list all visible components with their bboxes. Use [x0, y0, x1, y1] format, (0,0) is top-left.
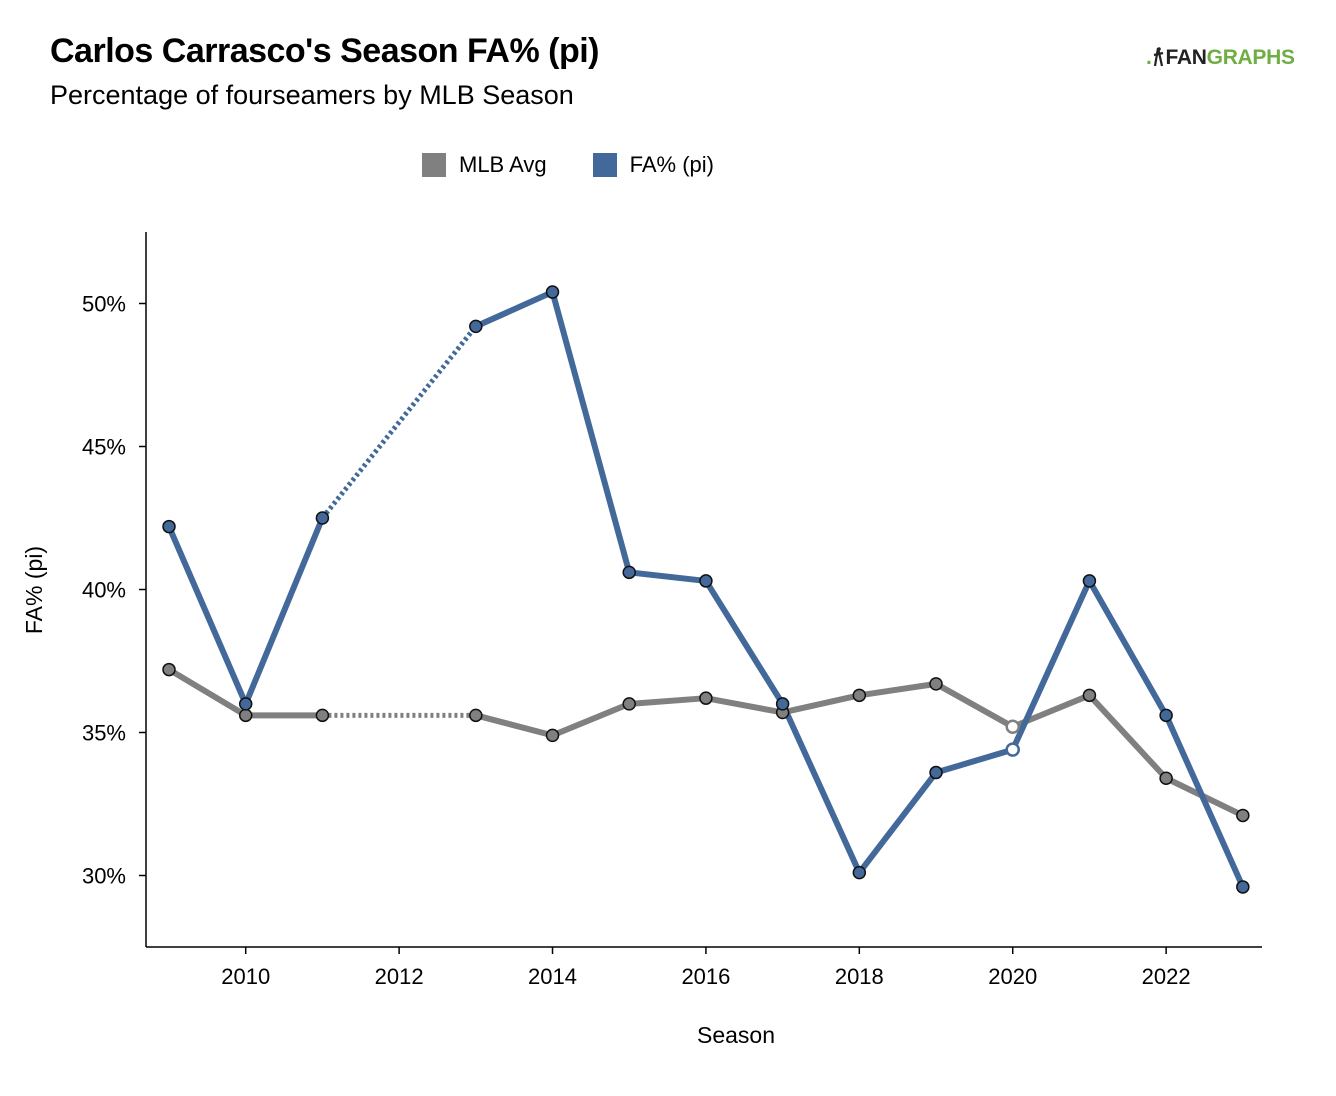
line-segment-fa-pi [779, 700, 863, 876]
line-segment-fa-pi [472, 289, 556, 330]
legend-label-fa-pi: FA% (pi) [629, 152, 715, 177]
x-tick-label: 2010 [221, 964, 270, 989]
x-tick-label: 2014 [528, 964, 577, 989]
logo-text-fan: FAN [1165, 46, 1207, 69]
data-point-fa-pi [545, 285, 560, 299]
data-point-mlb-avg [1236, 808, 1250, 823]
data-point-mlb-avg [315, 708, 330, 723]
logo-text-graphs: GRAPHS [1206, 46, 1295, 69]
data-point-mlb-avg [545, 728, 560, 743]
series-lines [166, 289, 1246, 890]
y-tick-label: 45% [82, 435, 126, 460]
x-tick-label: 2022 [1142, 964, 1191, 989]
series-points [162, 285, 1250, 894]
data-point-mlb-avg [852, 688, 867, 703]
line-segment-fa-pi [626, 569, 709, 584]
y-tick-label: 50% [82, 292, 126, 317]
line-segment-fa-pi [320, 324, 478, 520]
line-segment-fa-pi [549, 289, 633, 576]
legend-swatch-fa-pi [592, 153, 617, 177]
line-segment-mlb-avg [702, 695, 786, 716]
line-segment-mlb-avg [472, 712, 556, 739]
data-point-fa-pi [162, 519, 176, 534]
data-point-mlb-avg [622, 697, 636, 711]
data-point-mlb-avg [469, 708, 483, 723]
line-segment-fa-pi [933, 746, 1016, 776]
axes: 2010 2012 2014 2016 2018 2020 2022 30% 35% 40% 45%… [82, 232, 1262, 989]
x-tick-label: 2020 [988, 964, 1037, 989]
data-point-mlb-avg [1082, 688, 1097, 703]
data-point-fa-pi [775, 697, 790, 711]
data-point-fa-pi [1159, 708, 1173, 723]
line-segment-mlb-avg [856, 680, 940, 699]
data-point-fa-pi [622, 565, 636, 580]
line-segment-mlb-avg [549, 700, 633, 739]
line-segment-fa-pi [856, 769, 940, 876]
legend-item-fa-pi[interactable]: FA% (pi) [592, 152, 715, 178]
data-point-mlb-avg [929, 677, 943, 691]
x-tick-label: 2018 [835, 964, 884, 989]
line-segment-mlb-avg [779, 692, 863, 716]
line-segment-fa-pi [166, 523, 249, 707]
data-point-mlb-avg [238, 708, 253, 723]
line-segment-fa-pi [1009, 577, 1093, 753]
line-segment-fa-pi [242, 515, 326, 707]
line-segment-mlb-avg [1086, 692, 1170, 782]
y-tick-label: 35% [82, 721, 126, 746]
line-segment-fa-pi [702, 577, 786, 707]
chart-legend: MLB Avg FA% (pi) [422, 152, 760, 178]
x-axis-label: Season [697, 1022, 775, 1048]
y-axis-label: FA% (pi) [21, 546, 47, 634]
data-point-mlb-avg [699, 691, 713, 705]
y-tick-label: 30% [82, 864, 126, 889]
data-point-fa-pi [469, 319, 483, 334]
data-point-mlb-avg [1005, 719, 1020, 735]
line-segment-mlb-avg [626, 695, 709, 707]
legend-item-mlb-avg[interactable]: MLB Avg [422, 152, 547, 178]
data-point-fa-pi [1005, 742, 1020, 757]
data-point-fa-pi [238, 697, 253, 711]
data-point-fa-pi [929, 765, 943, 780]
x-tick-label: 2016 [681, 964, 730, 989]
chart-subtitle: Percentage of fourseamers by MLB Season [50, 80, 574, 110]
fangraphs-logo[interactable]: . FANGRAPHS [1146, 46, 1295, 70]
line-segment-fa-pi [1163, 712, 1246, 890]
data-point-fa-pi [852, 865, 867, 880]
legend-swatch-mlb-avg [422, 153, 446, 177]
data-point-fa-pi [315, 511, 330, 525]
chart-title: Carlos Carrasco's Season FA% (pi) [50, 32, 600, 70]
data-point-fa-pi [1236, 880, 1250, 894]
logo-figure-icon [1152, 47, 1164, 67]
y-tick-label: 40% [82, 578, 126, 603]
data-point-mlb-avg [162, 662, 176, 677]
line-segment-mlb-avg [166, 666, 249, 719]
logo-mark: . [1146, 46, 1152, 69]
data-point-mlb-avg [1159, 771, 1173, 786]
data-point-fa-pi [699, 574, 713, 588]
legend-label-mlb-avg: MLB Avg [459, 152, 547, 177]
data-point-fa-pi [1082, 574, 1097, 588]
line-segment-mlb-avg [933, 680, 1016, 730]
x-tick-label: 2012 [375, 964, 424, 989]
line-segment-fa-pi [1086, 577, 1170, 719]
